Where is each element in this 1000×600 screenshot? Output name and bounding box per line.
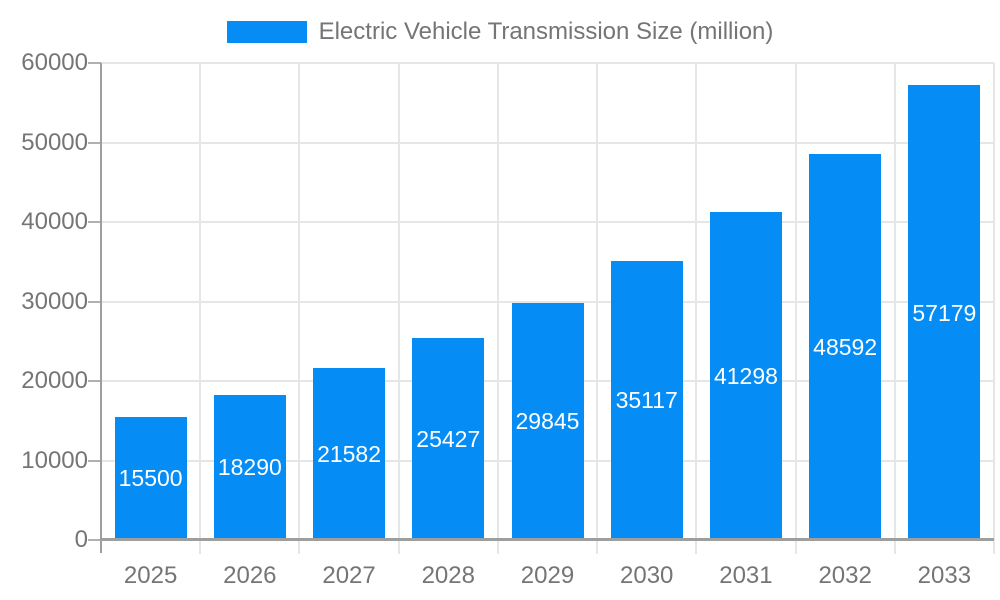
x-gridline xyxy=(397,63,400,554)
bar-2026[interactable] xyxy=(213,394,286,540)
bar-value-label-2033: 57179 xyxy=(912,299,977,326)
plot-area: 0 10000 20000 30000 40000 50000 60000 15500 2025… xyxy=(21,49,995,589)
x-axis-line xyxy=(101,538,994,541)
bar-2030[interactable] xyxy=(610,260,683,540)
bar-value-label-2026: 18290 xyxy=(217,454,282,481)
x-axis-label-2030: 2030 xyxy=(620,562,674,589)
y-gridline xyxy=(101,221,994,223)
bar-value-label-2029: 29845 xyxy=(515,408,580,435)
bar-value-label-2030: 35117 xyxy=(615,387,678,414)
x-axis-label-2033: 2033 xyxy=(917,562,972,589)
y-axis-label: 50000 xyxy=(21,128,88,156)
y-axis-tick xyxy=(88,141,101,144)
y-axis-label: 60000 xyxy=(21,49,88,76)
bar-2032[interactable] xyxy=(809,153,882,540)
bar-2029[interactable] xyxy=(511,302,584,540)
y-axis-tick xyxy=(88,300,101,303)
y-axis-tick xyxy=(88,221,101,223)
x-gridline xyxy=(199,63,202,554)
bar-2033[interactable] xyxy=(908,85,981,540)
x-gridline xyxy=(993,63,995,554)
legend-color-swatch xyxy=(226,21,307,43)
y-axis-tick xyxy=(88,539,101,541)
bar-value-label-2032: 48592 xyxy=(813,333,878,360)
y-axis-label: 20000 xyxy=(21,367,88,394)
x-axis-label-2027: 2027 xyxy=(322,562,376,589)
x-axis-label-2029: 2029 xyxy=(520,562,575,589)
bar-2031[interactable] xyxy=(709,211,782,540)
x-gridline xyxy=(496,63,499,554)
bar-value-label-2027: 21582 xyxy=(317,441,382,468)
x-gridline xyxy=(794,63,797,554)
bar-2025[interactable] xyxy=(114,416,187,540)
x-gridline xyxy=(695,63,698,554)
x-gridline xyxy=(298,63,301,554)
bar-value-label-2031: 41298 xyxy=(713,362,778,389)
x-axis-label-2026: 2026 xyxy=(223,562,277,589)
bar-value-label-2028: 25427 xyxy=(416,425,481,452)
y-axis-line xyxy=(100,63,102,553)
legend-label: Electric Vehicle Transmission Size (mill… xyxy=(318,18,774,45)
bar-2027[interactable] xyxy=(313,368,386,540)
y-gridline xyxy=(101,141,994,144)
y-axis-label: 0 xyxy=(74,526,88,553)
y-axis-label: 30000 xyxy=(21,287,88,315)
x-gridline xyxy=(596,63,599,554)
y-axis-tick xyxy=(88,459,101,462)
y-gridline xyxy=(101,62,994,64)
y-axis-label: 10000 xyxy=(21,446,88,474)
bar-2028[interactable] xyxy=(412,337,485,540)
y-axis-tick xyxy=(88,62,101,64)
chart-legend[interactable]: Electric Vehicle Transmission Size (mill… xyxy=(0,19,1000,45)
x-axis-label-2028: 2028 xyxy=(421,562,475,589)
x-axis-label-2025: 2025 xyxy=(123,562,178,589)
y-gridline xyxy=(101,300,994,303)
y-axis-tick xyxy=(88,380,101,382)
x-axis-label-2031: 2031 xyxy=(719,562,773,589)
x-gridline xyxy=(893,63,896,554)
bar-value-label-2025: 15500 xyxy=(118,465,183,492)
x-axis-label-2032: 2032 xyxy=(818,562,872,589)
y-axis-label: 40000 xyxy=(21,208,88,235)
